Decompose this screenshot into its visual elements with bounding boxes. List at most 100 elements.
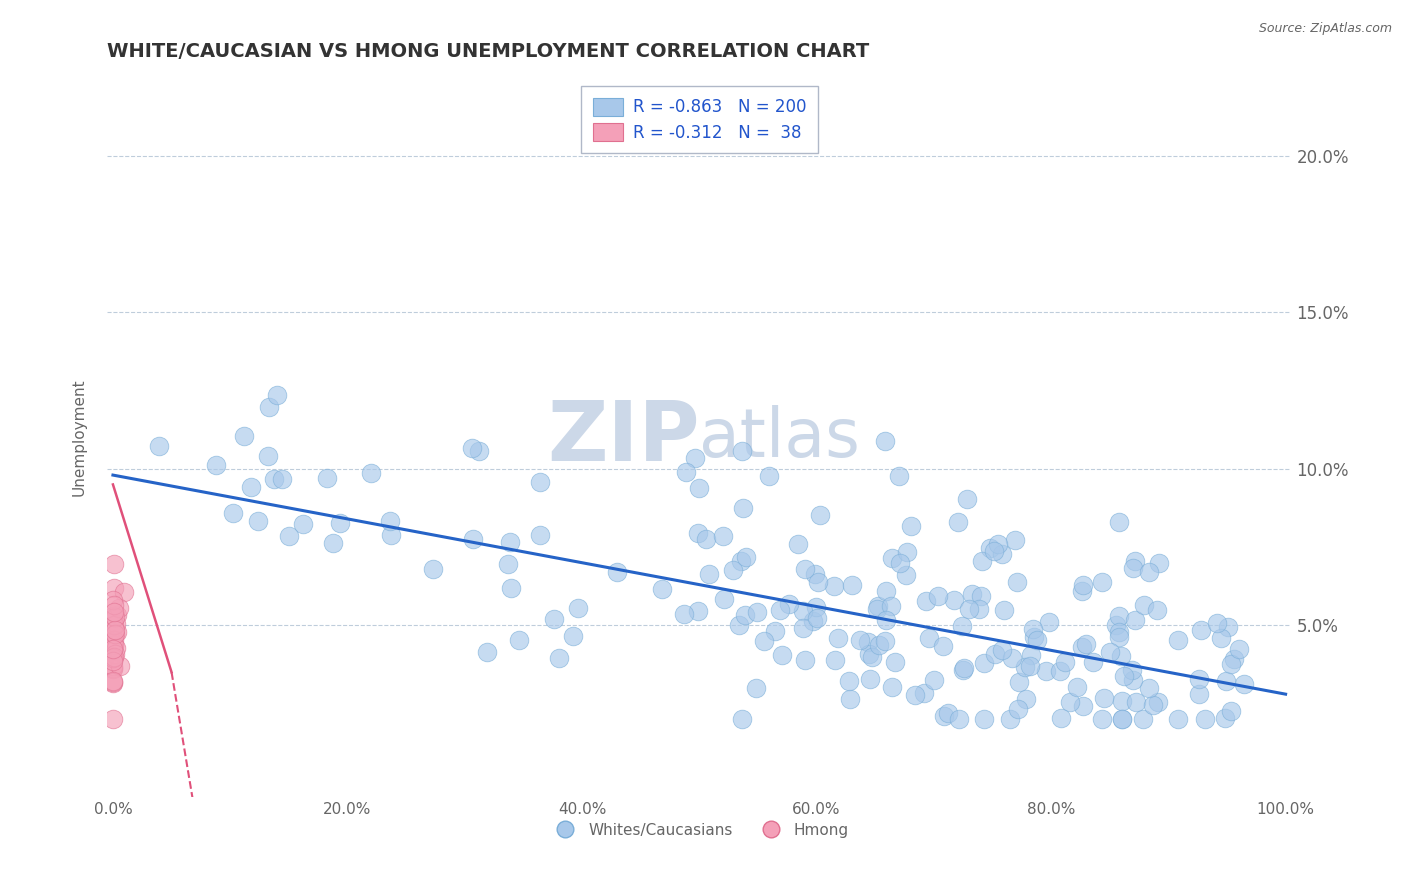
Text: atlas: atlas [699,404,860,470]
Point [105,607,128,622]
Point [103,599,125,613]
Point [912,686,935,700]
Point [498,534,520,549]
Point [222,506,245,520]
Point [101,661,124,675]
Point [105,640,128,655]
Point [983,647,1005,661]
Point [838,673,860,688]
Point [1227,641,1250,656]
Point [548,650,571,665]
Point [1071,584,1094,599]
Point [1099,645,1122,659]
Point [508,632,530,647]
Point [1125,554,1147,568]
Point [979,541,1001,555]
Point [983,544,1005,558]
Point [101,661,124,675]
Point [675,465,697,479]
Point [104,648,127,662]
Point [247,514,270,528]
Point [101,648,124,663]
Point [1015,692,1038,706]
Point [1071,577,1094,591]
Point [329,516,352,530]
Point [1035,665,1057,679]
Point [1066,680,1088,694]
Point [1223,651,1246,665]
Point [1142,698,1164,712]
Point [101,659,124,673]
Point [1187,673,1209,687]
Point [1133,599,1156,613]
Point [713,592,735,607]
Point [952,664,974,678]
Point [993,603,1015,617]
Point [1167,633,1189,648]
Point [1209,631,1232,645]
Point [754,633,776,648]
Point [292,516,315,531]
Point [838,692,860,706]
Point [422,562,444,576]
Point [688,481,710,495]
Point [699,566,721,581]
Point [894,567,917,582]
Point [103,674,125,689]
Point [1194,712,1216,726]
Point [794,652,817,666]
Point [973,712,995,726]
Point [1132,712,1154,726]
Point [1071,640,1094,654]
Point [112,585,135,599]
Point [794,562,817,576]
Point [956,491,979,506]
Point [461,532,484,546]
Point [1108,625,1130,640]
Point [880,551,903,566]
Point [927,589,949,603]
Point [763,624,786,638]
Point [1050,711,1073,725]
Point [1071,698,1094,713]
Point [948,712,970,726]
Point [148,438,170,452]
Point [875,583,897,598]
Point [103,626,125,640]
Point [378,514,401,528]
Point [880,599,903,613]
Point [101,650,124,665]
Point [1108,630,1130,644]
Point [946,515,969,529]
Point [734,549,756,564]
Point [804,567,827,582]
Point [105,625,128,640]
Point [730,712,752,726]
Point [498,558,520,572]
Point [1092,691,1115,706]
Point [263,472,285,486]
Point [801,614,824,628]
Point [1147,556,1170,570]
Point [1205,615,1227,630]
Point [1007,574,1029,589]
Point [889,468,911,483]
Point [900,519,922,533]
Point [711,529,734,543]
Point [561,629,583,643]
Point [1188,687,1211,701]
Point [807,575,830,590]
Point [896,545,918,559]
Point [205,458,228,473]
Point [1081,655,1104,669]
Point [1123,613,1146,627]
Point [792,621,814,635]
Point [1076,637,1098,651]
Point [103,644,125,658]
Point [651,582,673,596]
Point [960,587,983,601]
Text: ZIP: ZIP [547,397,699,478]
Point [101,673,124,688]
Legend: Whites/Caucasians, Hmong: Whites/Caucasians, Hmong [544,816,855,844]
Point [957,602,980,616]
